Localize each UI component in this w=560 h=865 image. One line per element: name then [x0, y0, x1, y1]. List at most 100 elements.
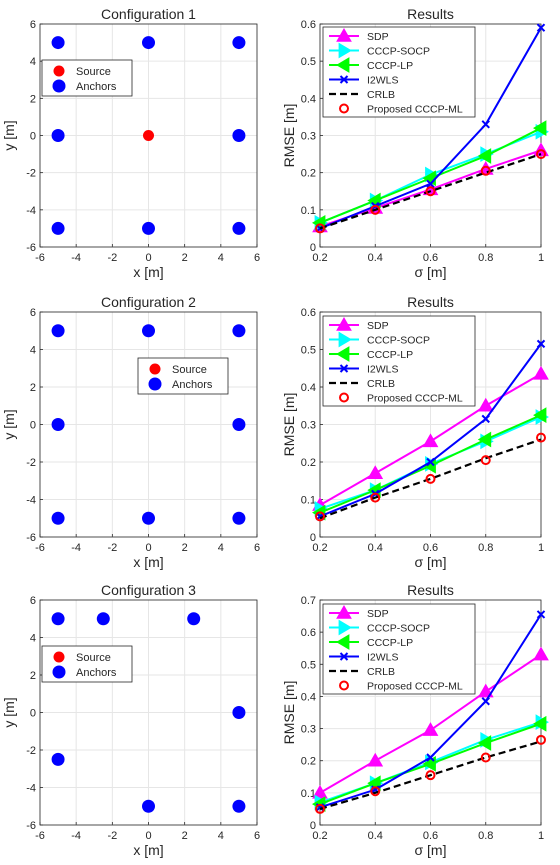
chart-title: Results [407, 294, 454, 310]
y-tick-label: 2 [30, 382, 36, 394]
legend: SDP CCCP-SOCP CCCP-LP I2WLS CRLB Proposed CCC… [323, 27, 475, 117]
chart-title: Configuration 2 [101, 294, 196, 310]
x-tick-label: 0.8 [478, 830, 493, 842]
y-axis-label: RMSE [m] [281, 681, 297, 745]
legend-label: CCCP-LP [367, 637, 413, 649]
anchor-point [232, 800, 245, 813]
y-tick-label: -2 [26, 457, 36, 469]
y-tick-label: 6 [30, 307, 36, 319]
anchor-point [232, 36, 245, 49]
legend-label: I2WLS [367, 364, 399, 376]
y-tick-label: 2 [30, 93, 36, 105]
x-tick-label: -4 [71, 252, 81, 264]
legend-label: Proposed CCCP-ML [367, 393, 463, 405]
x-tick-label: 0.4 [368, 542, 383, 554]
panel-2: 0.2 0.4 0.6 0.8 1 0 0.1 0.2 0.3 0.4 0.5 0.6 Results σ… [281, 6, 548, 280]
x-tick-label: -6 [35, 542, 45, 554]
anchor-point [232, 129, 245, 142]
x-tick-label: 6 [254, 830, 260, 842]
x-tick-label: 0.8 [478, 542, 493, 554]
legend-label: Anchors [172, 379, 213, 391]
legend-label: Source [76, 652, 111, 664]
x-axis-label: σ [m] [415, 554, 447, 570]
legend-label: I2WLS [367, 652, 399, 664]
legend-label: Anchors [76, 667, 117, 679]
legend-anchors-marker [53, 80, 66, 93]
x-tick-label: 6 [254, 542, 260, 554]
y-axis-label: y [m] [1, 120, 17, 150]
anchor-point [52, 36, 65, 49]
y-tick-label: -2 [26, 168, 36, 180]
chart-title: Configuration 3 [101, 582, 196, 598]
y-tick-label: 0.5 [301, 56, 316, 68]
anchor-point [187, 612, 200, 625]
chart-title: Results [407, 6, 454, 22]
y-tick-label: -6 [26, 242, 36, 254]
y-tick-label: 6 [30, 19, 36, 31]
x-tick-label: -2 [107, 252, 117, 264]
legend-source-marker [54, 66, 65, 77]
panel-6: 0.2 0.4 0.6 0.8 100.10.20.30.40.50.60.7Resul… [281, 582, 548, 858]
legend-label: CCCP-LP [367, 60, 413, 72]
anchor-point [97, 612, 110, 625]
y-tick-label: 0.5 [301, 345, 316, 357]
y-tick-label: 2 [30, 670, 36, 682]
y-tick-label: 0 [30, 708, 36, 720]
y-tick-label: 4 [30, 56, 36, 68]
x-tick-label: 2 [182, 542, 188, 554]
anchor-point [142, 222, 155, 235]
x-tick-label: 0 [145, 252, 151, 264]
legend-source-marker [150, 364, 161, 375]
x-tick-label: 1 [538, 542, 544, 554]
x-tick-label: -4 [71, 542, 81, 554]
y-tick-label: -2 [26, 745, 36, 757]
legend-anchors-marker [53, 666, 66, 679]
chart-title: Results [407, 582, 454, 598]
x-axis-label: x [m] [133, 264, 163, 280]
anchor-point [142, 800, 155, 813]
x-tick-label: 0 [145, 830, 151, 842]
x-tick-label: 1 [538, 830, 544, 842]
y-tick-label: 0 [310, 820, 316, 832]
legend-source-marker [54, 652, 65, 663]
x-tick-label: -6 [35, 830, 45, 842]
y-tick-label: 4 [30, 345, 36, 357]
x-tick-label: 4 [218, 830, 224, 842]
anchor-point [232, 324, 245, 337]
legend: SDP CCCP-SOCP CCCP-LP I2WLS CRLB Proposed CCC… [323, 604, 475, 694]
anchor-point [232, 418, 245, 431]
legend-label: Source [76, 66, 111, 78]
y-tick-label: 0.6 [301, 19, 316, 31]
y-tick-label: 0.4 [301, 93, 316, 105]
legend-label: CRLB [367, 378, 395, 390]
y-axis-label: RMSE [m] [281, 104, 297, 168]
x-tick-label: -4 [71, 830, 81, 842]
x-tick-label: 0.6 [423, 252, 438, 264]
y-tick-label: -6 [26, 820, 36, 832]
y-tick-label: 0 [30, 131, 36, 143]
x-tick-label: 1 [538, 252, 544, 264]
legend: Source Anchors [42, 60, 132, 96]
y-axis-label: y [m] [1, 697, 17, 727]
x-tick-label: 0.6 [423, 830, 438, 842]
anchor-point [52, 612, 65, 625]
panel-3: -6 -4 -2 0 2 4 6 -6 -4 -2 0 2 4 6 Configuration 2 x [m]… [1, 294, 260, 570]
y-tick-label: 0.3 [301, 420, 316, 432]
legend: SDP CCCP-SOCP CCCP-LP I2WLS CRLB Proposed CCC… [323, 316, 475, 406]
x-axis-label: σ [m] [415, 264, 447, 280]
y-tick-label: -4 [26, 495, 36, 507]
x-axis-label: σ [m] [415, 842, 447, 858]
legend-label: SDP [367, 31, 389, 43]
y-tick-label: 0.4 [301, 382, 316, 394]
legend-label: Proposed CCCP-ML [367, 104, 463, 116]
x-tick-label: 2 [182, 252, 188, 264]
legend-label: CCCP-SOCP [367, 46, 430, 58]
x-tick-label: 2 [182, 830, 188, 842]
anchor-point [52, 324, 65, 337]
x-axis-label: x [m] [133, 554, 163, 570]
anchor-point [142, 512, 155, 525]
y-tick-label: 6 [30, 595, 36, 607]
x-tick-label: 0.8 [478, 252, 493, 264]
anchor-point [52, 222, 65, 235]
